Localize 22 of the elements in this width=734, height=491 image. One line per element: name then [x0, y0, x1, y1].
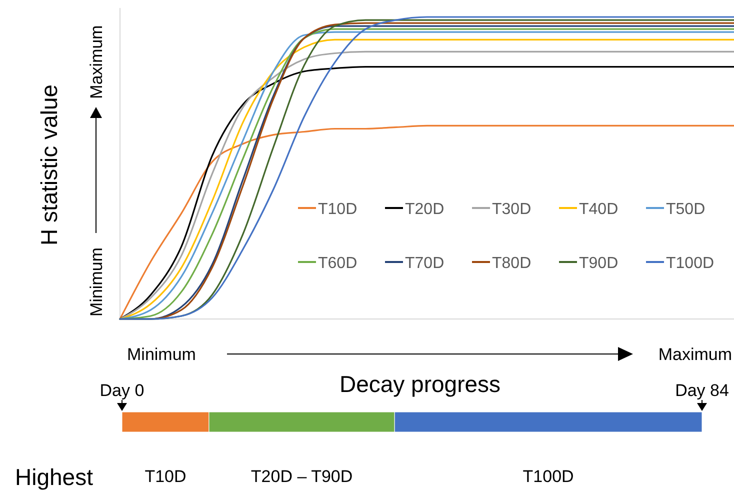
legend-label: T70D — [405, 255, 444, 272]
text: Day 0 — [100, 381, 144, 400]
legend-label: T30D — [492, 201, 532, 218]
y-axis-title: H statistic value — [36, 84, 62, 246]
text: T100D — [522, 467, 574, 486]
text: Maximum — [658, 345, 732, 364]
legend-label: T20D — [405, 201, 444, 218]
text: Minimum — [127, 345, 196, 364]
legend-label: T100D — [666, 255, 714, 272]
text: T10D — [144, 467, 186, 486]
legend-label: T50D — [666, 201, 706, 218]
text: Maximum — [87, 25, 106, 99]
text: Minimum — [87, 248, 106, 316]
legend-label: T40D — [579, 201, 618, 218]
legend-label: T80D — [492, 255, 532, 272]
x-axis-title: Decay progress — [339, 371, 501, 397]
text: T20D – T90D — [250, 467, 353, 486]
text: Day 84 — [675, 381, 729, 400]
legend-label: T10D — [318, 201, 358, 218]
legend-label: T90D — [579, 255, 618, 272]
legend-label: T60D — [318, 255, 358, 272]
y-tick-label: Highest — [15, 464, 94, 490]
